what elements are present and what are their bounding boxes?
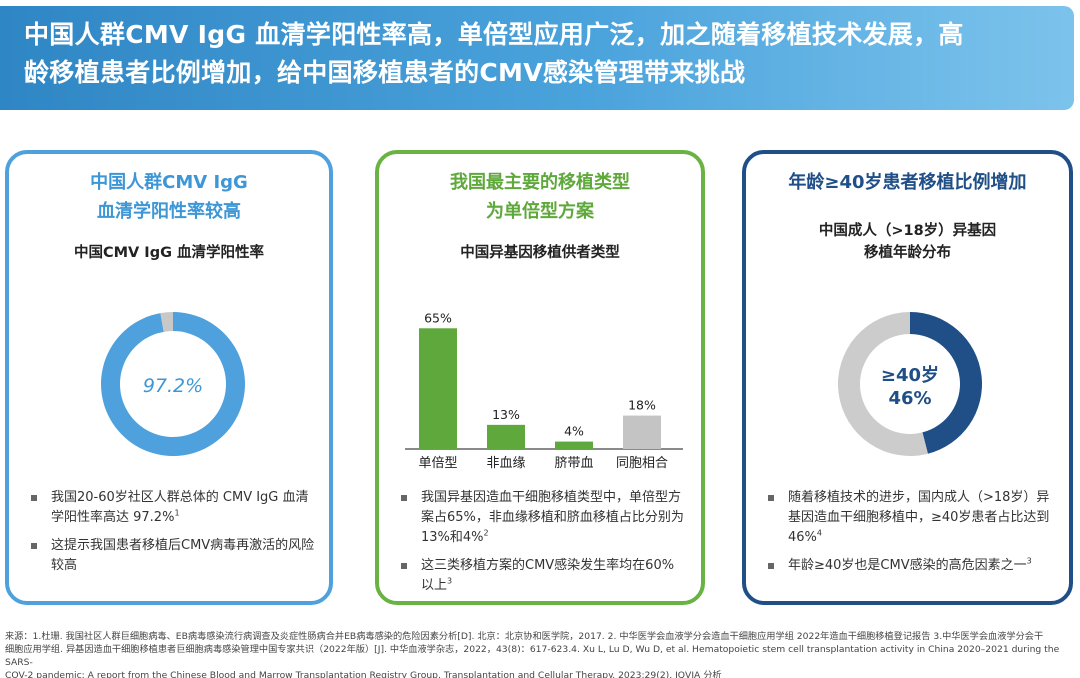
panel3-heading: 年龄≥40岁患者移植比例增加 (788, 172, 1027, 193)
panel2-bullet-1-ref: 2 (483, 528, 489, 538)
age-slice-1 (910, 312, 982, 454)
panel3-subtitle-line2: 移植年龄分布 (864, 245, 951, 261)
bar-category-label-2: 非血缘 (486, 456, 525, 471)
footer-line-2: 细胞应用学组. 异基因造血干细胞移植患者巨细胞病毒感染管理中国专家共识（2022… (5, 644, 1060, 668)
bar-category-label-1: 单倍型 (418, 456, 457, 471)
panel2-bullet-2: 这三类移植方案的CMV感染发生率均在60%以上3 (397, 556, 687, 596)
footer-line-3: COV-2 pandemic: A report from the Chines… (5, 670, 722, 678)
banner-title-line1: 中国人群CMV IgG 血清学阳性率高，单倍型应用广泛，加之随着移植技术发展，高 (24, 20, 964, 49)
bar-2 (487, 424, 525, 449)
panel2-heading: 我国最主要的移植类型 为单倍型方案 (379, 168, 701, 226)
bar-value-label-4: 18% (628, 398, 656, 413)
bar-value-label-1: 65% (424, 310, 452, 325)
bar-3 (555, 441, 593, 449)
bullet-marker (768, 563, 774, 569)
donut2-center-label-line1: ≥40岁 (881, 364, 939, 386)
bar-value-label-3: 4% (564, 424, 584, 439)
panel3-bullet-list: 随着移植技术的进步，国内成人（>18岁）异基因造血干细胞移植中，≥40岁患者占比… (764, 488, 1055, 584)
bar-category-label-4: 同胞相合 (616, 456, 668, 471)
bullet-marker (31, 495, 37, 501)
panel3-bullet-2-text: 年龄≥40岁也是CMV感染的高危因素之一 (788, 558, 1027, 573)
donut-chart-seroprevalence: 97.2% (100, 312, 245, 456)
panel2-bullet-2-text: 这三类移植方案的CMV感染发生率均在60%以上 (421, 558, 675, 593)
panel2-heading-line1: 我国最主要的移植类型 (450, 172, 630, 193)
header-banner: 中国人群CMV IgG 血清学阳性率高，单倍型应用广泛，加之随着移植技术发展，高… (0, 6, 1074, 110)
seroprevalence-slice-2 (160, 312, 173, 332)
footer-line-1: 来源：1.杜珊. 我国社区人群巨细胞病毒、EB病毒感染流行病调查及炎症性肠病合并… (5, 631, 1044, 642)
bar-value-label-2: 13% (492, 407, 520, 422)
panel1-bullet-2-text: 这提示我国患者移植后CMV病毒再激活的风险较高 (51, 538, 315, 573)
panel1-heading: 中国人群CMV IgG 血清学阳性率较高 (9, 168, 329, 226)
panel2-bullet-list: 我国异基因造血干细胞移植类型中，单倍型方案占65%，非血缘移植和脐血移植占比分别… (397, 488, 687, 604)
bar-category-label-3: 脐带血 (554, 456, 593, 471)
bar-chart-donor-types: 65% 单倍型 13% 非血缘 4% 脐带血 18% 同胞相合 (405, 310, 683, 471)
panel1-heading-line2: 血清学阳性率较高 (97, 201, 241, 222)
panel2-subtitle: 中国异基因移植供者类型 (460, 245, 620, 261)
bullet-marker (768, 495, 774, 501)
bar-4 (623, 415, 661, 449)
panel2-heading-line2: 为单倍型方案 (486, 201, 594, 222)
panel-cmv-seroprevalence: 中国人群CMV IgG 血清学阳性率较高 中国CMV IgG 血清学阳性率 97… (5, 150, 333, 605)
bullet-marker (401, 495, 407, 501)
age-slice-2 (838, 312, 928, 456)
panel1-subtitle: 中国CMV IgG 血清学阳性率 (73, 245, 265, 261)
bullet-marker (31, 543, 37, 549)
panel1-bullet-2: 这提示我国患者移植后CMV病毒再激活的风险较高 (27, 536, 315, 576)
panel2-bullet-1: 我国异基因造血干细胞移植类型中，单倍型方案占65%，非血缘移植和脐血移植占比分别… (397, 488, 687, 548)
panel3-subtitle: 中国成人（>18岁）异基因 移植年龄分布 (746, 220, 1069, 264)
panel-age-distribution: 年龄≥40岁患者移植比例增加 中国成人（>18岁）异基因 移植年龄分布 ≥40岁… (742, 150, 1073, 605)
bar-1 (419, 328, 457, 449)
panel1-bullet-1: 我国20-60岁社区人群总体的 CMV IgG 血清学阳性率高达 97.2%1 (27, 488, 315, 528)
panel2-bullet-2-ref: 3 (447, 576, 453, 586)
panel3-subtitle-line1: 中国成人（>18岁）异基因 (818, 223, 997, 239)
panel3-bullet-2-ref: 3 (1026, 556, 1032, 566)
panel3-bullet-2: 年龄≥40岁也是CMV感染的高危因素之一3 (764, 556, 1055, 576)
donut2-center-label-line2: 46% (888, 388, 931, 409)
bullet-marker (401, 563, 407, 569)
banner-title-line2: 龄移植患者比例增加，给中国移植患者的CMV感染管理带来挑战 (24, 58, 746, 87)
panel1-bullet-list: 我国20-60岁社区人群总体的 CMV IgG 血清学阳性率高达 97.2%1 … (27, 488, 315, 584)
panel2-bullet-1-text: 我国异基因造血干细胞移植类型中，单倍型方案占65%，非血缘移植和脐血移植占比分别… (421, 490, 684, 545)
panel3-bullet-1: 随着移植技术的进步，国内成人（>18岁）异基因造血干细胞移植中，≥40岁患者占比… (764, 488, 1055, 548)
panel1-heading-line1: 中国人群CMV IgG (90, 172, 248, 193)
panel1-bullet-1-ref: 1 (174, 508, 180, 518)
panel1-bullet-1-text: 我国20-60岁社区人群总体的 CMV IgG 血清学阳性率高达 97.2% (51, 490, 309, 525)
panel3-bullet-1-ref: 4 (816, 528, 822, 538)
footer-sources: 来源：1.杜珊. 我国社区人群巨细胞病毒、EB病毒感染流行病调查及炎症性肠病合并… (5, 630, 1075, 678)
panel3-bullet-1-text: 随着移植技术的进步，国内成人（>18岁）异基因造血干细胞移植中，≥40岁患者占比… (788, 490, 1050, 545)
panel-transplant-types: 我国最主要的移植类型 为单倍型方案 中国异基因移植供者类型 65% 单倍型 13% 非… (375, 150, 705, 605)
donut1-center-label: 97.2% (143, 375, 203, 397)
